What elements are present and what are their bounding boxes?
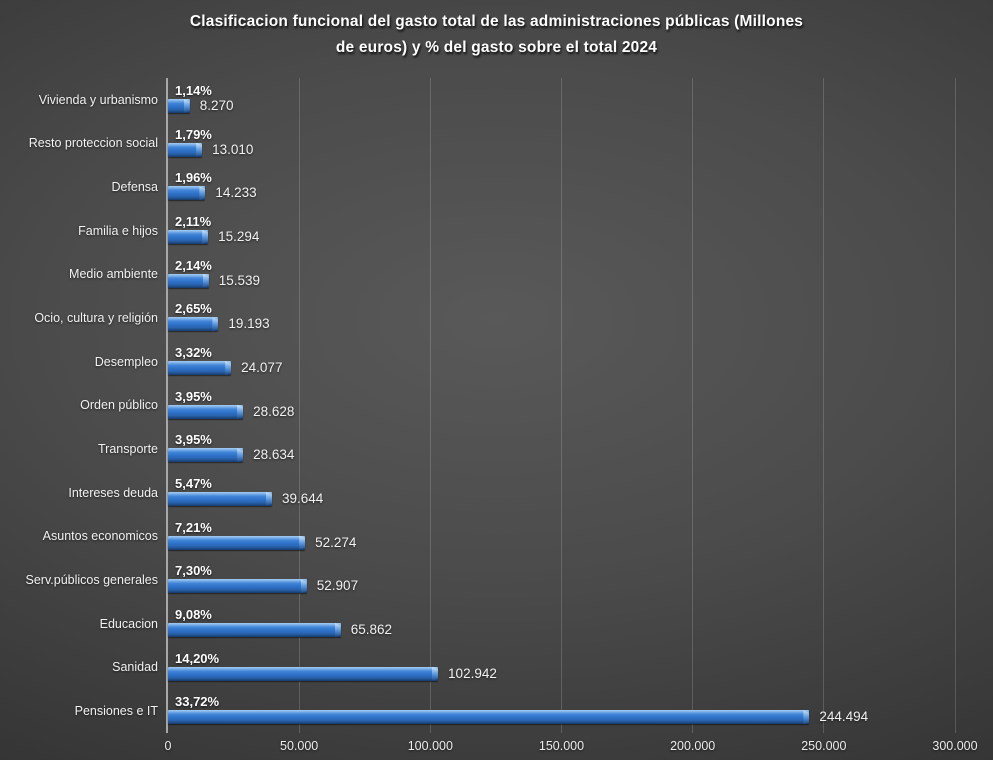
bar [168, 361, 232, 375]
category-label: Defensa [111, 180, 158, 195]
bar [168, 404, 244, 419]
bar-row: 33,72% 244.494 [168, 689, 955, 733]
x-tick-label: 50.000 [280, 739, 319, 753]
bar-row: 2,14% 15.539 [168, 253, 955, 297]
category-label: Educacion [99, 616, 158, 631]
category-label: Sanidad [112, 660, 158, 675]
value-label: 28.634 [253, 447, 295, 463]
category-label: Vivienda y urbanismo [38, 92, 158, 107]
gridline [298, 78, 300, 733]
gridline [692, 78, 694, 733]
category-label: Transporte [98, 442, 158, 457]
chart-title-line1: Clasificacion funcional del gasto total … [189, 13, 804, 30]
percent-label: 14,20% [175, 650, 220, 666]
percent-label: 3,95% [175, 388, 212, 404]
percent-label: 3,95% [175, 432, 212, 448]
chart-title: Clasificacion funcional del gasto total … [0, 9, 993, 61]
value-label: 52.274 [315, 534, 357, 550]
category-label: Medio ambiente [69, 267, 158, 282]
gridline [429, 78, 431, 733]
plot-area: 0 50.000 100.000 150.000 200.000 250.000 300.0… [165, 78, 978, 753]
category-label: Orden público [80, 398, 158, 413]
bar [168, 142, 203, 157]
value-label: 19.193 [228, 316, 270, 332]
percent-label: 2,14% [175, 257, 212, 273]
x-tick-label: 0 [164, 739, 172, 753]
value-label: 13.010 [212, 141, 254, 157]
percent-label: 1,79% [175, 126, 212, 142]
value-label: 14.233 [215, 185, 257, 201]
bar-row: 9,08% 65.862 [168, 602, 955, 646]
value-label: 24.077 [241, 360, 283, 375]
bar-row: 1,96% 14.233 [168, 165, 955, 209]
value-label: 15.539 [218, 272, 261, 288]
percent-label: 33,72% [175, 694, 220, 710]
category-label: Asuntos economicos [42, 529, 158, 544]
percent-label: 7,30% [175, 563, 212, 579]
bar-row: 14,20% 102.942 [168, 646, 955, 690]
bar [168, 99, 190, 113]
percent-label: 1,96% [175, 170, 212, 186]
bar-row: 7,21% 52.274 [168, 515, 955, 559]
bar [168, 623, 341, 637]
category-label: Desempleo [94, 354, 158, 369]
x-tick-label: 200.000 [670, 739, 716, 753]
y-axis-line [166, 78, 168, 733]
bar [168, 317, 219, 332]
bar-row: 7,30% 52.907 [168, 558, 955, 602]
value-label: 28.628 [253, 403, 295, 419]
value-label: 8.270 [199, 98, 234, 113]
bar-row: 2,11% 15.294 [168, 209, 955, 253]
bar [168, 448, 244, 463]
percent-label: 5,47% [175, 476, 212, 491]
bar [168, 273, 209, 288]
value-label: 39.644 [281, 491, 324, 506]
category-label: Pensiones e IT [74, 704, 158, 719]
bar-row: 1,14% 8.270 [168, 78, 955, 122]
x-tick-label: 100.000 [407, 739, 453, 753]
bar [168, 535, 306, 550]
value-label: 102.942 [448, 665, 497, 681]
bar [168, 186, 206, 201]
bar [168, 492, 272, 506]
chart-title-line2: de euros) y % del gasto sobre el total 2… [335, 39, 658, 56]
x-tick-label: 250.000 [801, 739, 847, 753]
category-label: Serv.públicos generales [25, 573, 158, 588]
value-label: 15.294 [218, 229, 260, 244]
category-label: Familia e hijos [78, 223, 158, 238]
bar [168, 666, 439, 681]
x-tick-label: 300.000 [932, 739, 978, 753]
gridline [823, 78, 825, 733]
bar-row: 5,47% 39.644 [168, 471, 955, 515]
percent-label: 9,08% [175, 607, 212, 622]
bar [168, 710, 810, 725]
bar-row: 3,95% 28.634 [168, 427, 955, 471]
percent-label: 7,21% [175, 519, 212, 535]
bar-row: 2,65% 19.193 [168, 296, 955, 340]
value-label: 244.494 [819, 709, 869, 725]
percent-label: 3,32% [175, 345, 212, 360]
value-label: 52.907 [316, 578, 359, 594]
gridline [561, 78, 562, 733]
category-axis: Vivienda y urbanismo Resto proteccion soc… [0, 78, 158, 733]
gridline [954, 78, 956, 733]
bar [168, 579, 307, 594]
category-label: Resto proteccion social [28, 136, 158, 151]
category-label: Ocio, cultura y religión [34, 311, 158, 326]
percent-label: 1,14% [175, 83, 212, 98]
percent-label: 2,65% [175, 301, 212, 317]
percent-label: 2,11% [175, 214, 212, 229]
bar-row: 3,32% 24.077 [168, 340, 955, 384]
value-label: 65.862 [350, 622, 393, 637]
bar-row: 3,95% 28.628 [168, 384, 955, 428]
bar [168, 230, 209, 244]
bar-row: 1,79% 13.010 [168, 122, 955, 166]
x-tick-label: 150.000 [538, 739, 585, 753]
category-label: Intereses deuda [68, 485, 158, 500]
